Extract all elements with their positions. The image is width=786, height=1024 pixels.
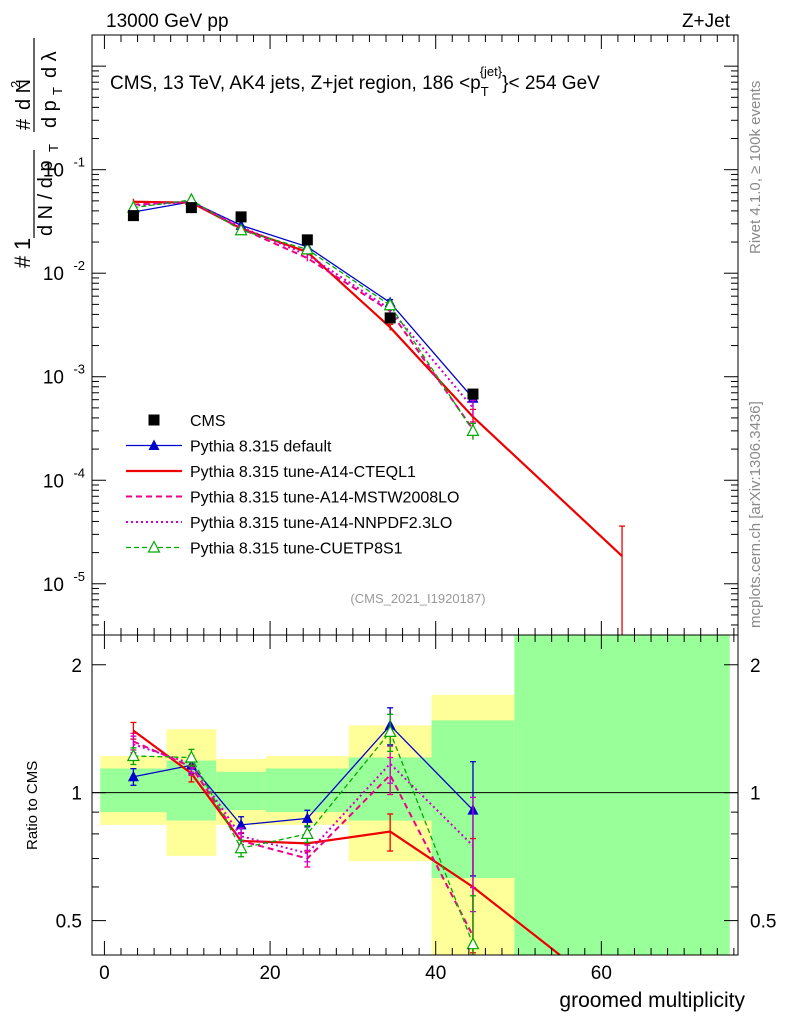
main-y-axis-label: # 1 d N / d p T # d N 2 d p T d λ: [8, 38, 65, 268]
ratio-marker: [127, 770, 139, 782]
main-marker: [300, 242, 314, 255]
axes-group: 10 -5 10 -4 10 -3 10 -2 10 -1 0 20 40 60 0.5 0.5 1 1 2 2: [43, 34, 776, 984]
main-y-tick-exponent: -1: [73, 155, 85, 170]
x-tick-label: 60: [591, 963, 612, 984]
main-marker: [466, 423, 480, 436]
ratio-marker: [301, 812, 313, 823]
main-y-tick-label: 10: [43, 471, 64, 492]
ratio-series-line: [133, 743, 474, 855]
svg-text:#: #: [13, 118, 35, 130]
x-axis-label: groomed multiplicity: [559, 989, 745, 1012]
main-marker: [384, 312, 396, 324]
ratio-marker: [466, 936, 480, 950]
ratio-y-tick-label-right: 0.5: [750, 912, 776, 933]
legend-label: CMS: [190, 413, 226, 430]
legend-entry: Pythia 8.315 tune-A14-CTEQL1: [126, 464, 416, 481]
ratio-marker: [184, 750, 198, 763]
legend-entry: CMS: [148, 413, 226, 430]
x-tick-label: 40: [425, 963, 446, 984]
ratio-plot-frame: [91, 634, 739, 956]
main-y-tick-label: 10: [43, 264, 64, 285]
main-marker: [127, 210, 139, 222]
ratio-marker: [235, 818, 247, 830]
ratio-y-tick-label: 2: [71, 656, 82, 677]
x-tick-label: 0: [99, 963, 110, 984]
svg-text:d λ: d λ: [39, 51, 61, 78]
legend-entry: Pythia 8.315 default: [126, 439, 332, 456]
main-y-tick-exponent: -4: [73, 465, 85, 480]
main-series-line: [133, 200, 474, 430]
legend-label: Pythia 8.315 tune-A14-CTEQL1: [190, 464, 416, 481]
ratio-series-line: [133, 740, 474, 937]
main-marker: [383, 297, 397, 311]
x-tick-label: 20: [259, 963, 280, 984]
header-right: Z+Jet: [682, 11, 731, 32]
legend-entry: Pythia 8.315 tune-CUETP8S1: [126, 540, 403, 558]
svg-text:T: T: [50, 87, 65, 95]
svg-text:2: 2: [8, 81, 23, 88]
main-y-tick-label: 10: [43, 368, 64, 389]
svg-text:1: 1: [10, 238, 35, 250]
main-y-tick-exponent: -2: [73, 258, 85, 273]
main-y-tick-exponent: -3: [73, 362, 85, 377]
main-marker: [185, 202, 197, 214]
mcplots-label: mcplots.cern.ch [arXiv:1306.3436]: [747, 401, 764, 628]
main-marker: [301, 234, 313, 246]
ratio-marker: [126, 748, 140, 762]
ratio-marker: [383, 724, 397, 738]
main-series-group: [126, 192, 626, 635]
ratio-y-axis-label: Ratio to CMS: [24, 761, 41, 850]
legend-label: Pythia 8.315 tune-A14-NNPDF2.3LO: [190, 515, 452, 532]
main-marker: [235, 211, 247, 223]
ratio-green-band: [216, 771, 266, 811]
ratio-series-group: [126, 707, 561, 955]
main-y-tick-label: 10: [43, 575, 64, 596]
svg-text:#: #: [10, 255, 35, 268]
legend-marker: [147, 540, 161, 553]
ratio-green-band: [265, 768, 349, 813]
header-left: 13000 GeV pp: [106, 11, 229, 32]
ratio-series-4: [126, 713, 480, 955]
main-series-line: [133, 200, 474, 409]
ratio-y-tick-label: 1: [71, 784, 82, 805]
svg-text:d p: d p: [39, 100, 61, 128]
main-y-tick-label: 10: [43, 161, 64, 182]
legend-marker: [148, 439, 160, 450]
rivet-version-label: Rivet 4.1.0, ≥ 100k events: [747, 81, 764, 254]
main-series-5: [126, 192, 480, 440]
legend-label: Pythia 8.315 tune-CUETP8S1: [190, 541, 403, 558]
main-marker: [234, 222, 248, 236]
ratio-marker: [234, 840, 248, 854]
legend-entry: Pythia 8.315 tune-A14-NNPDF2.3LO: [126, 515, 452, 532]
legend-entry: Pythia 8.315 tune-A14-MSTW2008LO: [126, 490, 459, 507]
main-y-tick-exponent: -5: [73, 569, 85, 584]
main-series-0: [127, 202, 479, 400]
svg-text:d N: d N: [13, 79, 35, 110]
legend: CMS Pythia 8.315 default Pythia 8.315 tune…: [126, 413, 459, 558]
ratio-y-tick-label: 0.5: [56, 912, 82, 933]
svg-text:T: T: [46, 144, 61, 152]
legend-label: Pythia 8.315 tune-A14-MSTW2008LO: [190, 490, 459, 507]
legend-marker: [148, 414, 160, 426]
main-marker: [467, 388, 479, 400]
ratio-series-line: [133, 730, 474, 945]
ratio-marker: [300, 826, 314, 839]
analysis-watermark: (CMS_2021_I1920187): [350, 591, 485, 606]
ratio-green-band: [514, 635, 730, 955]
main-title: CMS, 13 TeV, AK4 jets, Z+jet region, 186…: [110, 64, 600, 99]
ratio-y-tick-label-right: 2: [750, 656, 761, 677]
svg-text:d N / d p: d N / d p: [35, 160, 57, 236]
main-series-line: [133, 199, 474, 432]
legend-label: Pythia 8.315 default: [190, 439, 332, 456]
ratio-y-tick-label-right: 1: [750, 784, 761, 805]
